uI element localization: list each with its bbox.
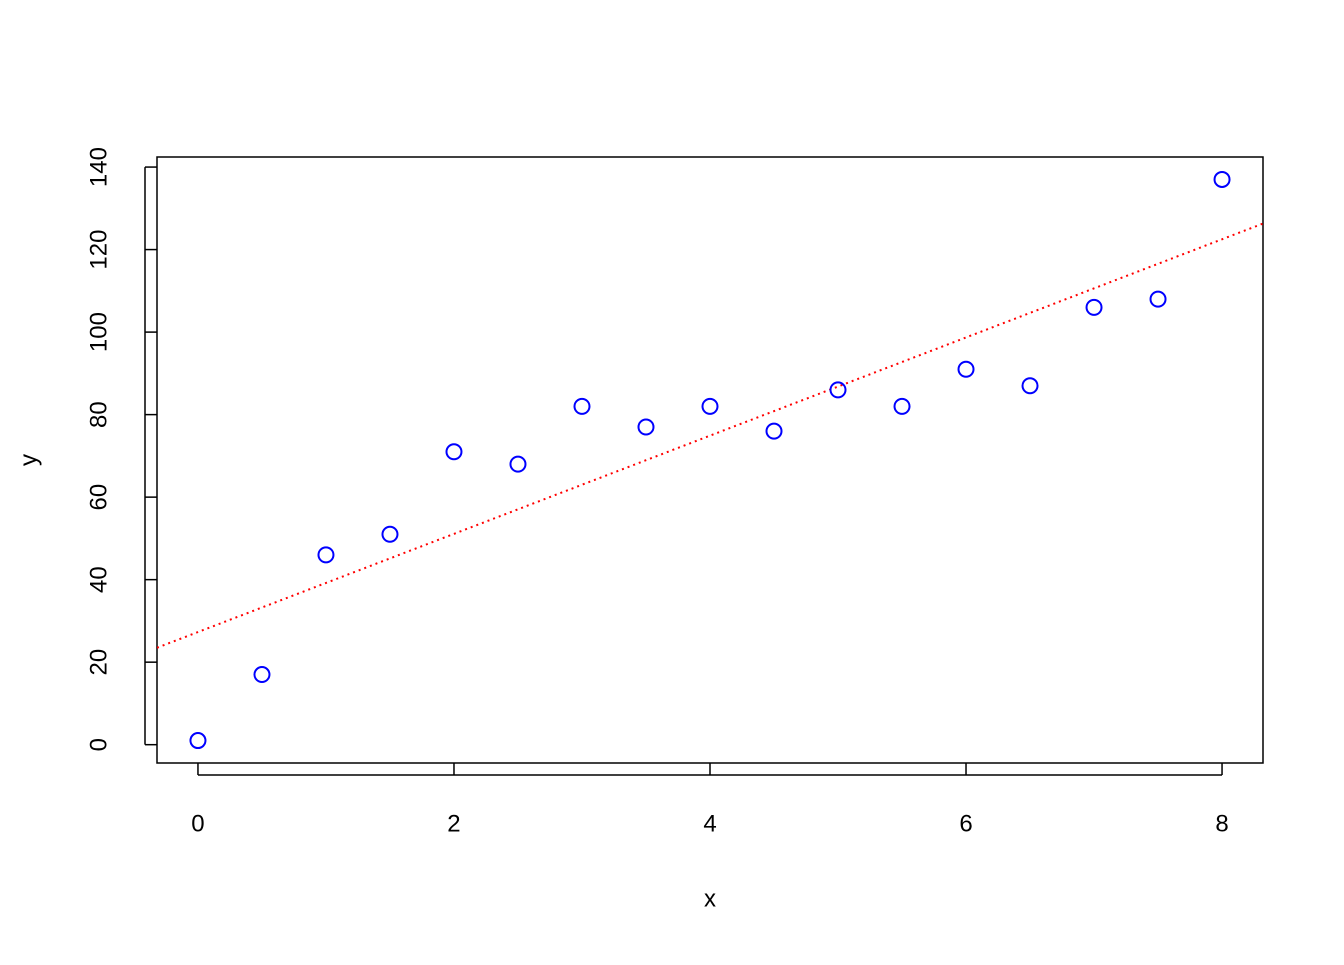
point <box>765 422 783 440</box>
point <box>253 666 271 684</box>
point <box>509 455 527 473</box>
point <box>1021 377 1039 395</box>
y-tick-label: 0 <box>85 738 112 751</box>
point <box>637 418 655 436</box>
y-tick-label: 60 <box>85 484 112 511</box>
x-tick-label: 6 <box>959 810 972 837</box>
point <box>317 546 335 564</box>
fit-line <box>157 222 1263 649</box>
y-tick-label: 140 <box>85 147 112 187</box>
y-tick-label: 20 <box>85 649 112 676</box>
point <box>573 397 591 415</box>
point <box>189 732 207 750</box>
point <box>381 525 399 543</box>
y-tick-label: 100 <box>85 312 112 352</box>
x-tick-label: 0 <box>191 810 204 837</box>
y-tick-label: 40 <box>85 566 112 593</box>
y-axis-label: y <box>15 454 42 466</box>
point <box>829 381 847 399</box>
y-tick-label: 120 <box>85 230 112 270</box>
point <box>701 397 719 415</box>
x-tick-label: 8 <box>1215 810 1228 837</box>
point <box>1085 298 1103 316</box>
point <box>1213 170 1231 188</box>
point <box>893 397 911 415</box>
x-tick-label: 2 <box>447 810 460 837</box>
point <box>1149 290 1167 308</box>
y-tick-label: 80 <box>85 401 112 428</box>
x-tick-label: 4 <box>703 810 716 837</box>
point <box>445 443 463 461</box>
x-axis-label: x <box>704 885 716 912</box>
plot-box <box>156 156 1264 764</box>
point <box>957 360 975 378</box>
